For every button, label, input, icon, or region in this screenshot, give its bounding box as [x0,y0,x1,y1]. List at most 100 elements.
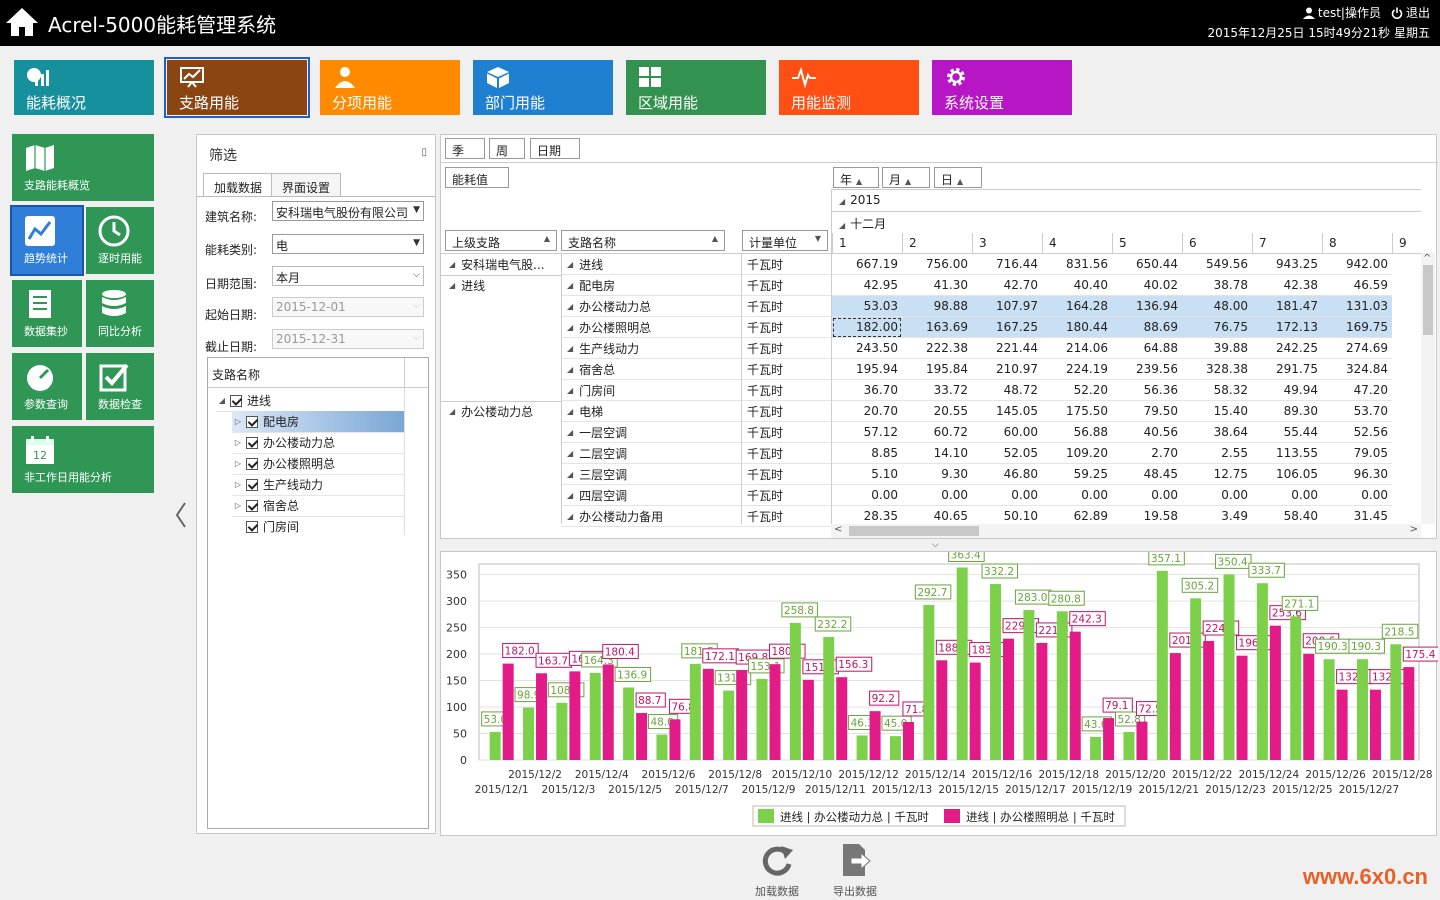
value-cell[interactable]: 175.50 [1042,401,1112,422]
value-cell[interactable]: 239.56 [1112,359,1182,380]
day-column-header[interactable]: 8 [1322,233,1392,253]
side-tile-data-check[interactable]: 数据检查 [86,353,154,420]
tree-expander-icon[interactable]: ▷ [234,480,242,489]
value-cell[interactable]: 40.02 [1112,275,1182,296]
value-cell[interactable]: 210.97 [972,359,1042,380]
value-cell[interactable]: 40.40 [1042,275,1112,296]
value-cell[interactable]: 650.44 [1112,254,1182,275]
day-column-header[interactable]: 9 [1392,233,1412,253]
collapse-icon[interactable]: ◢ [567,260,574,269]
value-cell[interactable]: 20.55 [902,401,972,422]
collapse-icon[interactable]: ◢ [449,281,456,290]
side-tile-nonworkday[interactable]: 12 非工作日用能分析 [12,426,154,493]
col-field-year[interactable]: 年 ▲ [833,167,879,188]
scroll-thumb[interactable] [849,526,979,536]
branch-name-cell[interactable]: ◢ 四层空调 [567,485,737,506]
value-cell[interactable]: 79.50 [1112,401,1182,422]
start-date-picker[interactable]: 2015-12-01 ⌵ [272,297,424,317]
parent-branch-cell[interactable]: ◢ 进线 [449,275,561,296]
value-cell[interactable]: 39.88 [1182,338,1252,359]
value-cell[interactable]: 48.72 [972,380,1042,401]
load-data-button[interactable]: 加载数据 [747,842,807,898]
collapse-icon[interactable]: ◢ [567,386,574,395]
value-cell[interactable]: 167.25 [972,317,1042,338]
value-cell[interactable]: 328.38 [1182,359,1252,380]
collapse-icon[interactable]: ◢ [567,512,574,521]
day-column-header[interactable]: 7 [1252,233,1322,253]
period-button-date[interactable]: 日期 [530,138,580,159]
value-cell[interactable]: 60.72 [902,422,972,443]
value-cell[interactable]: 33.72 [902,380,972,401]
value-cell[interactable]: 49.94 [1252,380,1322,401]
tree-expander-icon[interactable]: ▷ [234,459,242,468]
value-cell[interactable]: 106.05 [1252,464,1322,485]
tree-item[interactable]: 门房间 [232,516,404,537]
row-field-branch[interactable]: 支路名称 ▲ [561,230,725,251]
value-cell[interactable]: 36.70 [832,380,902,401]
branch-name-cell[interactable]: ◢ 生产线动力 [567,338,737,359]
value-cell[interactable]: 60.00 [972,422,1042,443]
value-cell[interactable]: 48.45 [1112,464,1182,485]
tree-checkbox[interactable] [246,520,258,533]
value-cell[interactable]: 0.00 [1042,485,1112,506]
tab-load-data[interactable]: 加载数据 [203,173,274,197]
value-cell[interactable]: 0.00 [1322,485,1392,506]
side-tile-param-query[interactable]: 参数查询 [12,353,82,420]
value-cell[interactable]: 42.95 [832,275,902,296]
branch-name-cell[interactable]: ◢ 门房间 [567,380,737,401]
value-cell[interactable]: 291.75 [1252,359,1322,380]
value-cell[interactable]: 943.25 [1252,254,1322,275]
tree-checkbox[interactable] [246,499,258,512]
tree-expander-icon[interactable]: ◢ [218,396,226,405]
scroll-thumb[interactable] [1423,265,1433,335]
date-range-select[interactable]: 本月 ⌵ [272,266,424,286]
value-cell[interactable]: 64.88 [1112,338,1182,359]
value-cell[interactable]: 46.80 [972,464,1042,485]
value-cell[interactable]: 38.64 [1182,422,1252,443]
collapse-icon[interactable]: ◢ [449,260,456,269]
value-cell[interactable]: 831.56 [1042,254,1112,275]
tree-expander-icon[interactable]: ▷ [234,438,242,447]
value-cell[interactable]: 324.84 [1322,359,1392,380]
value-cell[interactable]: 5.10 [832,464,902,485]
parent-branch-cell[interactable]: ◢ 安科瑞电气股... [449,254,561,275]
value-cell[interactable]: 667.19 [832,254,902,275]
value-cell[interactable]: 169.75 [1322,317,1392,338]
collapse-icon[interactable]: ◢ [567,470,574,479]
scroll-left-icon[interactable]: < [834,524,843,535]
value-cell[interactable]: 98.88 [902,296,972,317]
value-cell[interactable]: 756.00 [902,254,972,275]
value-cell[interactable]: 224.19 [1042,359,1112,380]
branch-name-cell[interactable]: ◢ 宿舍总 [567,359,737,380]
value-cell[interactable]: 243.50 [832,338,902,359]
value-cell[interactable]: 274.69 [1322,338,1392,359]
collapse-panel-chevron-icon[interactable] [172,500,190,530]
value-cell[interactable]: 12.75 [1182,464,1252,485]
nav-tile-settings[interactable]: 系统设置 [932,60,1072,115]
value-cell[interactable]: 172.13 [1252,317,1322,338]
branch-name-cell[interactable]: ◢ 办公楼动力总 [567,296,737,317]
value-cell[interactable]: 59.25 [1042,464,1112,485]
collapse-icon[interactable]: ◢ [567,365,574,374]
value-cell[interactable]: 89.30 [1252,401,1322,422]
branch-name-cell[interactable]: ◢ 电梯 [567,401,737,422]
value-cell[interactable]: 40.56 [1112,422,1182,443]
scroll-up-icon[interactable]: ^ [1423,253,1432,264]
col-field-month[interactable]: 月 ▲ [882,167,930,188]
data-field-button[interactable]: 能耗值 [445,167,509,188]
tree-item[interactable]: ▷ 办公楼动力总 [232,432,404,453]
value-cell[interactable]: 180.44 [1042,317,1112,338]
value-cell[interactable]: 56.36 [1112,380,1182,401]
parent-branch-cell[interactable]: ◢ 办公楼动力总 [449,401,561,422]
value-cell[interactable]: 20.70 [832,401,902,422]
collapse-icon[interactable]: ◢ [567,491,574,500]
value-cell[interactable]: 57.12 [832,422,902,443]
branch-name-cell[interactable]: ◢ 一层空调 [567,422,737,443]
energy-type-select[interactable]: 电 ▼ [272,234,424,254]
value-cell[interactable]: 42.38 [1252,275,1322,296]
value-cell[interactable]: 9.30 [902,464,972,485]
nav-tile-monitor[interactable]: 用能监测 [779,60,919,115]
value-cell[interactable]: 222.38 [902,338,972,359]
collapse-icon[interactable]: ◢ [567,323,574,332]
value-cell[interactable]: 0.00 [1252,485,1322,506]
